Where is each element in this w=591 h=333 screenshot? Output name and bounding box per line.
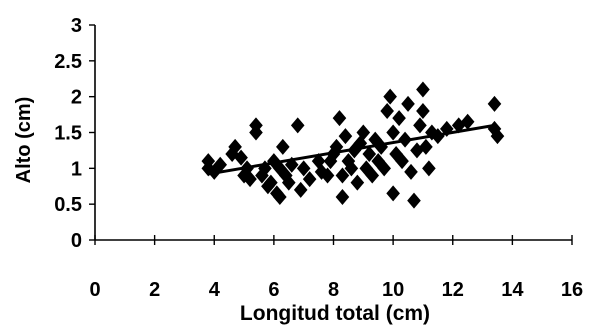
x-tick-label: 8 — [328, 279, 339, 301]
data-point — [264, 174, 278, 191]
data-point — [335, 189, 350, 205]
data-point — [281, 174, 296, 191]
y-tick-label: 1.5 — [54, 123, 82, 145]
data-point — [487, 120, 502, 137]
data-point — [368, 131, 383, 148]
data-point — [419, 138, 433, 155]
data-point — [395, 153, 409, 170]
data-point — [383, 88, 397, 105]
data-point — [276, 138, 290, 155]
x-tick-label: 2 — [149, 279, 160, 301]
data-point — [365, 167, 380, 184]
data-point — [377, 160, 391, 177]
data-point — [258, 160, 272, 177]
x-tick-label: 4 — [209, 279, 221, 301]
data-point — [225, 146, 239, 162]
data-point — [234, 149, 248, 166]
y-tick-label: 0.5 — [54, 194, 82, 216]
data-point — [431, 128, 445, 145]
data-point — [296, 160, 311, 177]
data-point — [273, 189, 287, 205]
x-tick-label: 10 — [382, 279, 404, 301]
data-point — [386, 185, 400, 202]
data-point — [240, 160, 254, 177]
data-point — [356, 124, 371, 141]
x-tick-label: 16 — [561, 279, 583, 301]
ticks-group — [89, 24, 573, 245]
data-point — [460, 113, 475, 130]
y-tick-label: 2.5 — [54, 51, 82, 73]
data-point — [213, 156, 228, 173]
data-point — [353, 135, 368, 152]
data-point — [293, 181, 308, 198]
data-point — [439, 120, 454, 137]
data-point — [344, 160, 359, 177]
data-point — [416, 81, 430, 98]
data-point — [323, 153, 338, 170]
data-point — [302, 171, 317, 188]
data-point — [398, 131, 412, 148]
data-point — [329, 138, 344, 155]
data-point — [404, 163, 418, 180]
data-point — [416, 103, 430, 119]
data-point — [228, 138, 242, 155]
data-point — [279, 167, 293, 184]
x-tick-label: 14 — [501, 279, 524, 301]
data-point — [243, 171, 257, 188]
data-point — [487, 95, 502, 112]
x-tick-label: 12 — [442, 279, 464, 301]
data-point — [401, 95, 415, 112]
tick-labels-group: 0 2 4 6 8 10 12 14 16 0 0.5 1 1.5 2 2.5 3 — [54, 15, 583, 301]
data-point — [320, 167, 335, 184]
data-point — [374, 138, 388, 155]
data-point — [362, 146, 377, 162]
x-axis-title: Longitud total (cm) — [240, 302, 430, 325]
y-tick-label: 2 — [71, 87, 82, 109]
y-tick-label: 0 — [71, 230, 82, 252]
data-point — [386, 124, 400, 141]
data-point — [338, 128, 353, 145]
data-point — [392, 110, 406, 127]
data-point — [284, 156, 299, 173]
data-point — [350, 174, 365, 191]
y-axis-title: Alto (cm) — [13, 97, 35, 184]
data-point — [332, 110, 347, 127]
data-point — [335, 167, 350, 184]
data-point — [347, 142, 362, 159]
data-point — [490, 128, 505, 145]
data-point — [273, 160, 287, 177]
data-point — [407, 192, 421, 209]
data-point — [413, 117, 427, 134]
data-points-group — [201, 81, 505, 209]
y-tick-label: 3 — [71, 15, 82, 37]
data-point — [422, 160, 436, 177]
data-point — [249, 117, 263, 134]
data-point — [201, 153, 216, 170]
data-point — [451, 117, 466, 134]
y-tick-label: 1 — [71, 158, 82, 180]
x-tick-label: 0 — [89, 279, 100, 301]
data-point — [290, 117, 305, 134]
data-point — [380, 103, 394, 119]
x-tick-label: 6 — [268, 279, 279, 301]
